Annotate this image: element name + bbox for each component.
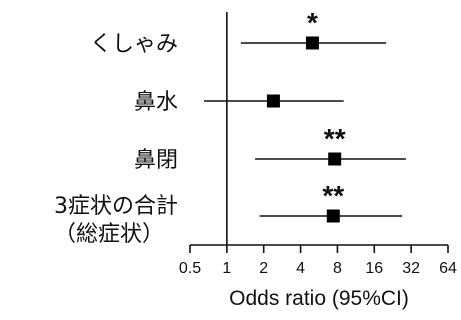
forest-row: 鼻閉 ** xyxy=(134,123,406,173)
x-tick-label: 32 xyxy=(402,260,420,277)
odds-ratio-point xyxy=(326,209,340,223)
x-tick-label: 8 xyxy=(333,260,342,277)
odds-ratio-point xyxy=(266,94,280,108)
row-label: 鼻閉 xyxy=(134,148,178,173)
row-label: 3症状の合計 xyxy=(54,194,178,219)
row-label-sub: （総症状） xyxy=(54,222,164,247)
forest-row: 3症状の合計 （総症状） ** xyxy=(54,180,403,247)
forest-row: 鼻水 xyxy=(134,90,344,115)
x-axis-title: Odds ratio (95%CI) xyxy=(229,287,409,310)
odds-ratio-point xyxy=(305,36,319,50)
x-ticks-group: 0.5 1 2 4 8 16 32 64 xyxy=(179,245,457,277)
forest-row: くしゃみ * xyxy=(90,7,387,57)
x-tick-label: 4 xyxy=(296,260,305,277)
significance-marker: * xyxy=(307,7,318,38)
row-label: 鼻水 xyxy=(134,90,178,115)
x-tick-label: 0.5 xyxy=(179,260,201,277)
x-tick-label: 16 xyxy=(365,260,383,277)
odds-ratio-point xyxy=(328,152,342,166)
x-tick-label: 1 xyxy=(222,260,231,277)
row-label: くしゃみ xyxy=(90,32,178,57)
significance-marker: ** xyxy=(324,123,346,154)
significance-marker: ** xyxy=(322,180,344,211)
x-tick-label: 64 xyxy=(439,260,457,277)
x-tick-label: 2 xyxy=(259,260,268,277)
